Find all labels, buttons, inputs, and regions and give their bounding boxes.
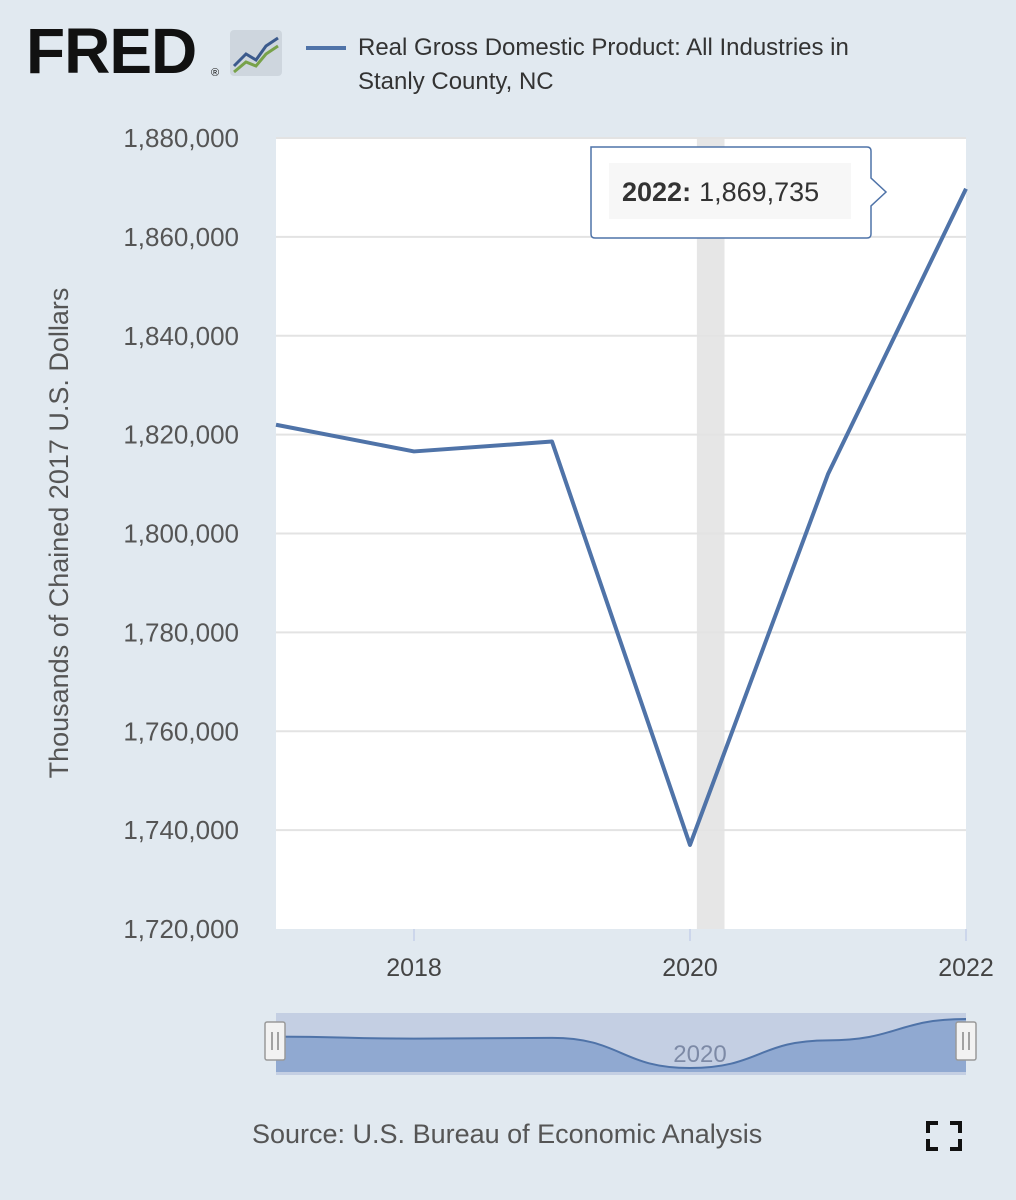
tooltip-year: 2022: [622, 177, 691, 207]
x-tick-label: 2018 [386, 954, 442, 982]
legend-title-line-1: Real Gross Domestic Product: All Industr… [358, 34, 849, 61]
fred-logo[interactable]: FRED ® [26, 15, 282, 87]
y-tick-label: 1,780,000 [123, 617, 239, 647]
tooltip-text: 2022: 1,869,735 [622, 177, 819, 207]
data-point[interactable] [549, 439, 555, 445]
y-tick-label: 1,860,000 [123, 222, 239, 252]
y-axis: 1,720,000 1,740,000 1,760,000 1,780,000 1,80… [123, 123, 239, 944]
x-tick-label: 2020 [662, 954, 718, 982]
navigator-series-area [276, 1019, 966, 1072]
navigator-series-line [275, 1018, 967, 1070]
series-line[interactable] [275, 187, 968, 847]
logo-text: FRED [26, 15, 196, 87]
y-tick-label: 1,800,000 [123, 519, 239, 549]
source-text: Source: U.S. Bureau of Economic Analysis [252, 1119, 762, 1149]
data-point[interactable] [963, 186, 969, 192]
data-point[interactable] [687, 842, 693, 848]
navigator[interactable]: 2020 [264, 1013, 977, 1075]
registered-mark: ® [211, 67, 219, 79]
tooltip-value: 1,869,735 [699, 177, 819, 207]
navigator-right-handle[interactable] [955, 1021, 977, 1061]
x-tick-label: 2022 [938, 954, 994, 982]
y-tick-label: 1,740,000 [123, 815, 239, 845]
navigator-label: 2020 [673, 1041, 726, 1068]
y-tick-label: 1,820,000 [123, 420, 239, 450]
data-point[interactable] [273, 422, 279, 428]
tooltip-inner [609, 163, 851, 219]
y-axis-label: Thousands of Chained 2017 U.S. Dollars [44, 288, 74, 779]
y-tick-label: 1,840,000 [123, 321, 239, 351]
tooltip: 2022: 1,869,735 [590, 146, 888, 239]
fullscreen-icon[interactable] [926, 1121, 962, 1151]
series-group[interactable] [273, 186, 969, 848]
data-point[interactable] [411, 448, 417, 454]
navigator-left-handle[interactable] [264, 1021, 286, 1061]
y-tick-label: 1,880,000 [123, 123, 239, 153]
x-axis: 2018 2020 2022 [386, 929, 994, 982]
legend-title-line-2: Stanly County, NC [358, 68, 554, 95]
grid-lines [276, 137, 966, 832]
data-point[interactable] [825, 471, 831, 477]
line-chart-icon [230, 30, 282, 76]
y-tick-label: 1,720,000 [123, 914, 239, 944]
legend[interactable]: Real Gross Domestic Product: All Industr… [306, 34, 849, 95]
y-tick-label: 1,760,000 [123, 716, 239, 746]
